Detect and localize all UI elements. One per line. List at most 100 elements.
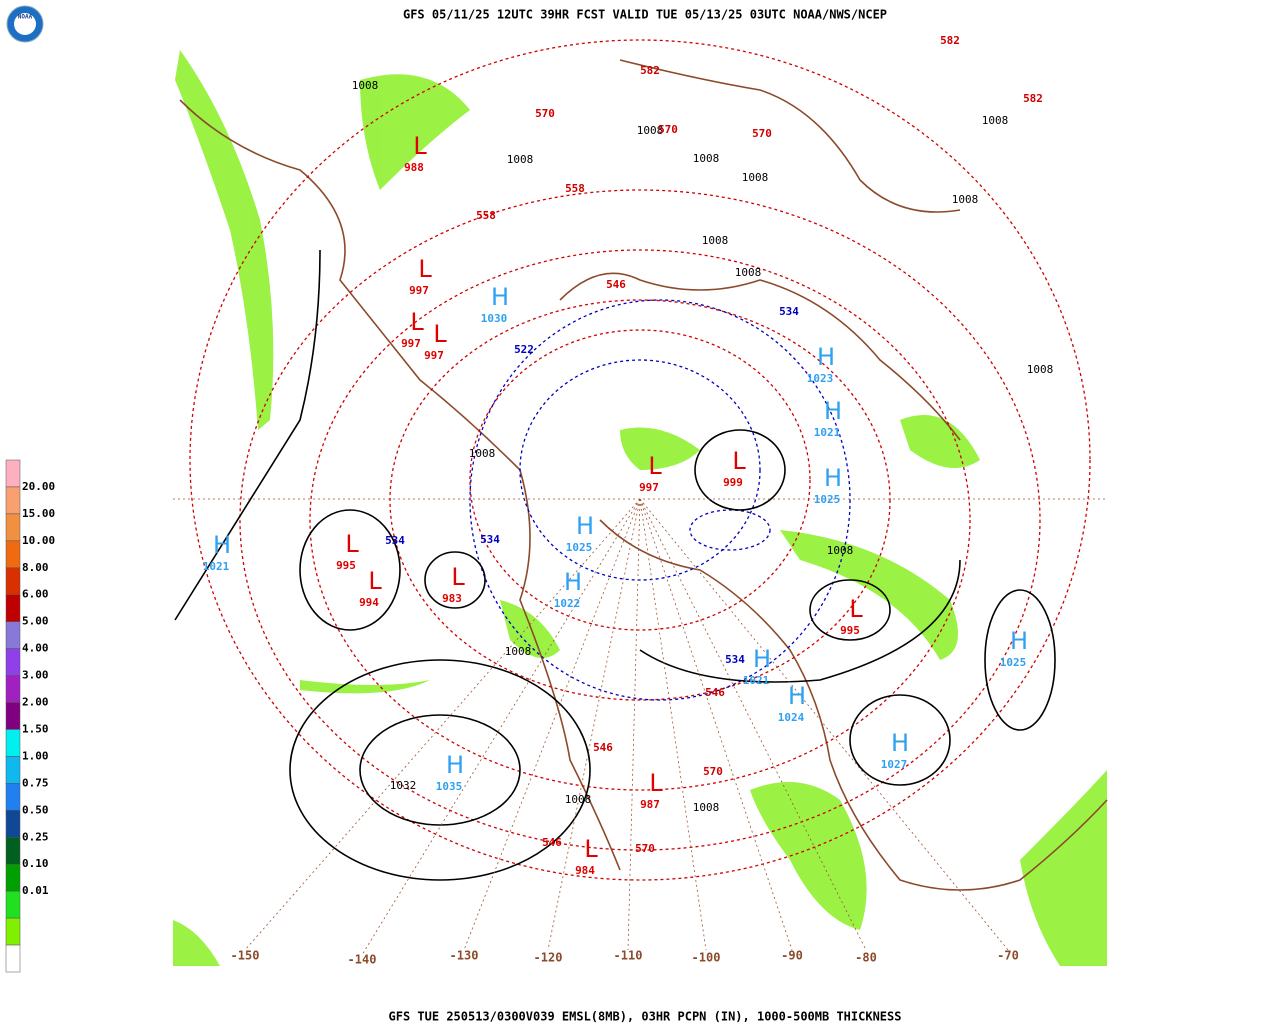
longitude-label: -70	[997, 949, 1019, 963]
isobar-label: 1008	[827, 544, 854, 557]
thickness-label: 546	[542, 836, 562, 849]
pressure-center-symbol: L	[433, 320, 447, 348]
pressure-center-value: 997	[639, 481, 659, 494]
thickness-label: 534	[725, 653, 745, 666]
map-caption: GFS TUE 250513/0300V039 EMSL(8MB), 03HR …	[389, 1010, 902, 1024]
pressure-center-symbol: H	[576, 512, 594, 540]
thickness-label: 522	[514, 343, 534, 356]
legend-label: 2.00	[22, 696, 49, 709]
isobars	[174, 249, 1056, 881]
thickness-label: 546	[593, 741, 613, 754]
legend-label: 4.00	[22, 642, 49, 655]
pressure-center-symbol: H	[446, 751, 464, 779]
isobar-label: 1008	[565, 793, 592, 806]
thickness-label: 570	[703, 765, 723, 778]
pressure-center-value: 997	[424, 349, 444, 362]
pressure-center-value: 997	[409, 284, 429, 297]
pressure-center-value: 1024	[778, 711, 805, 724]
pressure-center-value: 1021	[814, 426, 841, 439]
legend-label: 0.75	[22, 776, 49, 789]
pressure-center-symbol: L	[732, 447, 746, 475]
legend-swatch	[5, 459, 21, 488]
pressure-center-symbol: H	[1010, 627, 1028, 655]
legend-label: 20.00	[22, 480, 55, 493]
legend-swatch	[5, 729, 21, 757]
thickness-label: 534	[480, 533, 500, 546]
legend-swatch	[5, 702, 21, 730]
legend-label: 1.00	[22, 749, 49, 762]
isobar-label: 1008	[735, 266, 762, 279]
pressure-center-symbol: L	[451, 563, 465, 591]
thickness-label: 558	[565, 182, 585, 195]
pressure-center-value: 995	[840, 624, 860, 637]
pressure-center-symbol: H	[788, 682, 806, 710]
coastlines	[179, 59, 1108, 891]
legend-swatch	[5, 783, 21, 811]
legend-label: 6.00	[22, 588, 49, 601]
legend-swatch	[5, 863, 21, 892]
legend-label: 1.50	[22, 722, 49, 735]
legend-swatch	[5, 917, 21, 946]
thickness-label: 546	[705, 686, 725, 699]
thickness-label: 570	[658, 123, 678, 136]
legend-label: 0.01	[22, 884, 49, 897]
legend-swatch	[5, 621, 21, 649]
pressure-center-symbol: H	[564, 568, 582, 596]
pressure-center-value: 995	[336, 559, 356, 572]
legend-swatch	[5, 567, 21, 595]
isobar-label: 1008	[693, 152, 720, 165]
pressure-center-value: 1030	[481, 312, 508, 325]
pressure-center-symbol: L	[418, 255, 432, 283]
legend-swatch	[5, 540, 21, 569]
pressure-center-symbol: L	[648, 452, 662, 480]
isobar-label: 1008	[982, 114, 1009, 127]
longitude-label: -150	[231, 949, 260, 963]
logo: NOAA	[6, 5, 44, 43]
isobar-label: 1008	[352, 79, 379, 92]
isobar-label: 1008	[505, 645, 532, 658]
longitude-label: -120	[534, 951, 563, 965]
precipitation	[173, 50, 1107, 966]
legend-swatch	[5, 837, 21, 865]
legend-swatch	[5, 810, 21, 838]
pressure-center-value: 1021	[743, 674, 770, 687]
pressure-center-symbol: H	[824, 464, 842, 492]
thickness-label: 570	[752, 127, 772, 140]
isobar-label: 1008	[507, 153, 534, 166]
pressure-center-value: 1035	[436, 780, 463, 793]
longitude-label: -140	[348, 953, 377, 967]
legend-label: 5.00	[22, 615, 49, 628]
thickness-label: 582	[1023, 92, 1043, 105]
legend-label: 15.00	[22, 507, 55, 520]
legend-swatch	[5, 944, 21, 973]
isobar-label: 1008	[637, 124, 664, 137]
thickness-label: 570	[535, 107, 555, 120]
isobar-label: 1032	[390, 779, 417, 792]
legend-label: 10.00	[22, 534, 55, 547]
isobar-label: 1008	[702, 234, 729, 247]
pressure-center-symbol: L	[849, 595, 863, 623]
pressure-center-symbol: H	[824, 397, 842, 425]
legend-swatch	[5, 513, 21, 542]
pressure-center-value: 994	[359, 596, 379, 609]
map-title: GFS 05/11/25 12UTC 39HR FCST VALID TUE 0…	[403, 8, 887, 22]
isobar-label: 1008	[469, 447, 496, 460]
pressure-center-symbol: L	[649, 769, 663, 797]
legend-label: 0.10	[22, 857, 49, 870]
isobar-label: 1008	[742, 171, 769, 184]
pressure-center-value: 997	[401, 337, 421, 350]
pressure-center-value: 1022	[554, 597, 581, 610]
legend-label: 8.00	[22, 561, 49, 574]
pressure-center-symbol: L	[584, 835, 598, 863]
thickness-label: 582	[640, 64, 660, 77]
legend-swatch	[5, 594, 21, 622]
graticule	[173, 498, 1107, 956]
legend-label: 0.25	[22, 830, 49, 843]
legend-label: 0.50	[22, 803, 49, 816]
thickness-label: 534	[385, 534, 405, 547]
isobar-label: 1008	[1027, 363, 1054, 376]
pressure-center-value: 1025	[566, 541, 593, 554]
isobar-label: 1008	[952, 193, 979, 206]
map-labels: -150 -140 -130 -120 -110 -100 -90 -80 -70H1021H1…	[203, 34, 1054, 967]
